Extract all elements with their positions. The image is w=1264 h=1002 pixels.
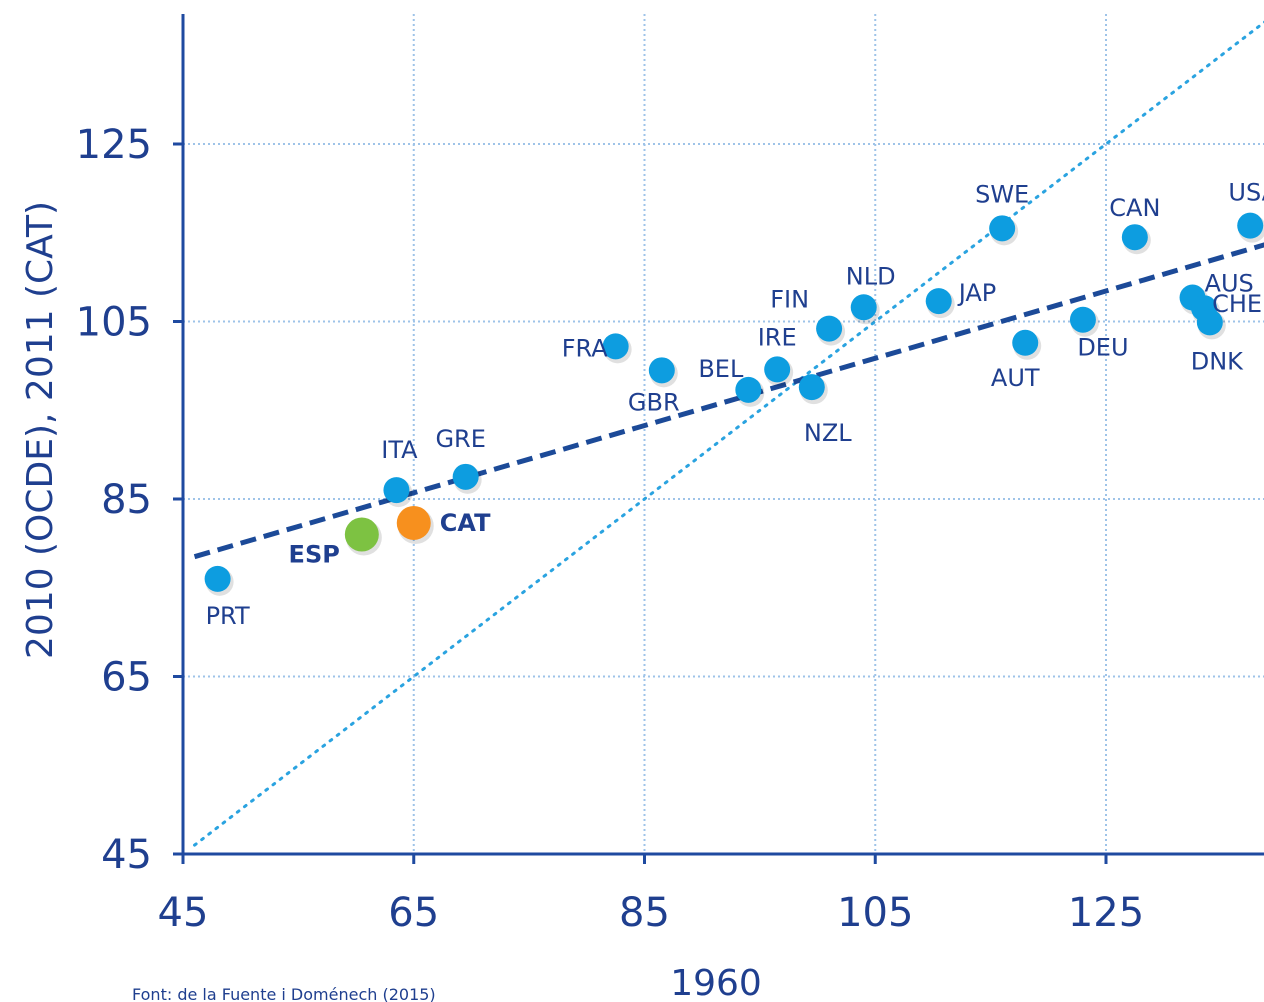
point-label-bel: BEL [698,355,744,383]
point-label-gbr: GBR [628,388,680,416]
point-label-che: CHE [1212,290,1262,318]
point-aut [1012,330,1038,356]
point-fin [816,316,842,342]
point-label-jap: JAP [957,279,997,307]
point-label-cat: CAT [440,509,491,537]
point-label-deu: DEU [1077,334,1128,362]
point-label-aut: AUT [991,364,1040,392]
x-tick-label-45: 45 [158,890,209,936]
point-gre [453,464,479,490]
point-label-ire: IRE [758,323,797,351]
point-label-dnk: DNK [1191,347,1244,375]
y-tick-label-105: 105 [76,300,152,346]
y-tick-label-65: 65 [101,655,152,701]
y-tick-label-125: 125 [76,122,152,168]
point-usa [1237,213,1263,239]
point-cat [397,506,431,540]
point-nld [851,294,877,320]
x-axis-title: 1960 [670,963,762,1002]
point-label-can: CAN [1109,194,1160,222]
source-note: Font: de la Fuente i Doménech (2015) [132,985,436,1002]
point-jap [926,288,952,314]
x-tick-label-85: 85 [619,890,670,936]
point-label-nzl: NZL [804,419,852,447]
trend-line [195,237,1264,557]
point-esp [345,518,379,552]
diagonal-45-line [195,2,1264,845]
point-deu [1070,307,1096,333]
point-label-nld: NLD [846,262,896,290]
point-prt [205,566,231,592]
point-label-gre: GRE [435,425,485,453]
y-axis-title: 2010 (OCDE), 2011 (CAT) [20,201,61,659]
point-label-ita: ITA [381,436,418,464]
point-label-esp: ESP [289,541,340,569]
point-nzl [799,374,825,400]
x-tick-label-65: 65 [388,890,439,936]
point-label-swe: SWE [975,180,1029,208]
point-ita [383,477,409,503]
y-tick-label-45: 45 [101,832,152,878]
point-swe [989,215,1015,241]
point-can [1122,224,1148,250]
point-label-usa: USA [1228,179,1264,207]
x-tick-label-105: 105 [837,890,913,936]
point-ire [764,356,790,382]
x-tick-label-125: 125 [1068,890,1144,936]
reference-lines [195,2,1264,845]
point-label-fra: FRA [562,334,609,362]
point-label-prt: PRT [206,602,250,630]
y-tick-label-85: 85 [101,477,152,523]
point-label-fin: FIN [770,286,809,314]
axes: 45 65 85 105 125 45 65 85 105 125 [76,14,1264,936]
point-gbr [649,357,675,383]
